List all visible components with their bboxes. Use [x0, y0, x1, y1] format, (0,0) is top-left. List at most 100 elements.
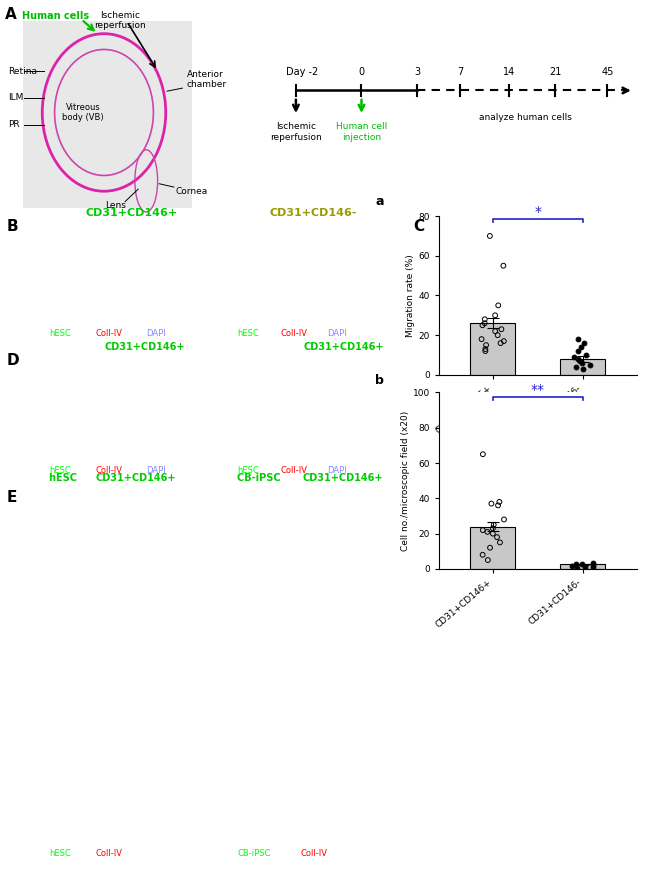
- Point: [476, 332, 487, 346]
- Text: 45: 45: [601, 67, 614, 77]
- Text: PR: PR: [170, 460, 183, 470]
- Text: CD31+CD146+: CD31+CD146+: [96, 474, 176, 483]
- Text: PR: PR: [176, 324, 188, 333]
- Text: 21: 21: [549, 67, 561, 77]
- Bar: [471, 527, 515, 569]
- Point: [485, 229, 495, 243]
- Y-axis label: Cell no./microscopic field (x20): Cell no./microscopic field (x20): [400, 410, 410, 551]
- Point: [490, 325, 501, 339]
- Point: [498, 258, 508, 273]
- Point: [480, 344, 491, 358]
- Text: b: b: [375, 374, 384, 387]
- Text: CD31+CD146+: CD31+CD146+: [105, 341, 185, 352]
- Text: DAPI: DAPI: [146, 329, 166, 338]
- Point: [485, 541, 495, 555]
- Point: [573, 344, 583, 358]
- Point: [480, 342, 491, 356]
- Point: [576, 340, 586, 354]
- Point: [488, 527, 498, 541]
- Text: ILM: ILM: [374, 262, 391, 272]
- Text: CD31+CD146+: CD31+CD146+: [302, 474, 382, 483]
- Text: ONH: ONH: [94, 417, 116, 427]
- Text: DAPI: DAPI: [146, 466, 166, 475]
- Text: **: **: [531, 383, 545, 397]
- Text: E: E: [6, 490, 17, 505]
- Text: VB: VB: [125, 233, 138, 243]
- Text: C: C: [413, 219, 424, 234]
- Point: [493, 498, 503, 512]
- Text: Coll-IV: Coll-IV: [300, 849, 328, 858]
- Point: [571, 557, 581, 571]
- Point: [486, 497, 497, 511]
- Point: [577, 557, 587, 572]
- Point: [488, 521, 498, 535]
- Point: [483, 553, 493, 567]
- Text: ILM: ILM: [199, 397, 216, 407]
- Point: [490, 309, 501, 323]
- FancyBboxPatch shape: [23, 21, 192, 208]
- Text: ILM: ILM: [199, 262, 216, 272]
- Text: DAPI: DAPI: [327, 466, 346, 475]
- Text: DAPI: DAPI: [327, 329, 346, 338]
- Text: Coll-IV: Coll-IV: [96, 329, 123, 338]
- Text: Anterior
chamber: Anterior chamber: [187, 70, 227, 89]
- Text: Human cell
injection: Human cell injection: [336, 123, 387, 142]
- Point: [495, 535, 505, 549]
- Text: CD31+CD146+: CD31+CD146+: [304, 341, 384, 352]
- Text: Retina: Retina: [8, 66, 37, 76]
- Text: PR: PR: [8, 120, 20, 130]
- Point: [573, 352, 583, 366]
- Text: ILM: ILM: [8, 93, 23, 102]
- Text: Human cells: Human cells: [21, 11, 89, 21]
- Text: PR: PR: [348, 460, 361, 470]
- Point: [571, 360, 581, 374]
- Point: [580, 560, 590, 574]
- Bar: [560, 359, 605, 375]
- Text: PR: PR: [354, 324, 367, 333]
- Text: Coll-IV: Coll-IV: [281, 329, 307, 338]
- Point: [499, 334, 509, 348]
- Text: Injury,: Injury,: [49, 341, 83, 352]
- Text: hESC: hESC: [237, 329, 259, 338]
- Text: Coll-IV: Coll-IV: [96, 849, 123, 858]
- Point: [495, 336, 506, 350]
- Text: B: B: [6, 219, 18, 234]
- Text: 3: 3: [414, 67, 421, 77]
- Text: a: a: [375, 195, 383, 208]
- Point: [588, 556, 598, 570]
- Text: VB: VB: [125, 368, 138, 377]
- Text: Vitreous
body (VB): Vitreous body (VB): [62, 103, 104, 122]
- Text: Lens: Lens: [105, 201, 126, 210]
- Text: hESC: hESC: [49, 474, 81, 483]
- Text: hESC: hESC: [237, 466, 259, 475]
- Point: [494, 495, 504, 509]
- Bar: [560, 564, 605, 569]
- Text: 14: 14: [503, 67, 515, 77]
- Point: [480, 312, 490, 326]
- Text: CD31+CD146-: CD31+CD146-: [270, 208, 358, 218]
- Point: [499, 512, 509, 527]
- Point: [493, 328, 503, 342]
- Text: analyze human cells: analyze human cells: [479, 113, 572, 122]
- Point: [578, 336, 589, 350]
- Point: [480, 317, 490, 331]
- Text: Coll-IV: Coll-IV: [281, 466, 307, 475]
- Point: [493, 298, 504, 312]
- Text: VB: VB: [307, 368, 320, 377]
- Point: [588, 560, 599, 574]
- Point: [571, 561, 582, 575]
- Point: [478, 447, 488, 461]
- Text: No injury,: No injury,: [237, 341, 288, 352]
- Text: *: *: [534, 206, 541, 219]
- Point: [588, 558, 598, 572]
- Text: Day -2: Day -2: [286, 67, 318, 77]
- Point: [477, 318, 488, 333]
- Point: [481, 338, 491, 352]
- Text: Ischemic
reperfusion: Ischemic reperfusion: [94, 11, 146, 30]
- Text: D: D: [6, 353, 19, 368]
- Text: CB-iPSC: CB-iPSC: [237, 849, 271, 858]
- Point: [567, 559, 577, 573]
- Text: Ischemic
reperfusion: Ischemic reperfusion: [270, 123, 322, 142]
- Point: [482, 525, 493, 539]
- Bar: [471, 324, 515, 375]
